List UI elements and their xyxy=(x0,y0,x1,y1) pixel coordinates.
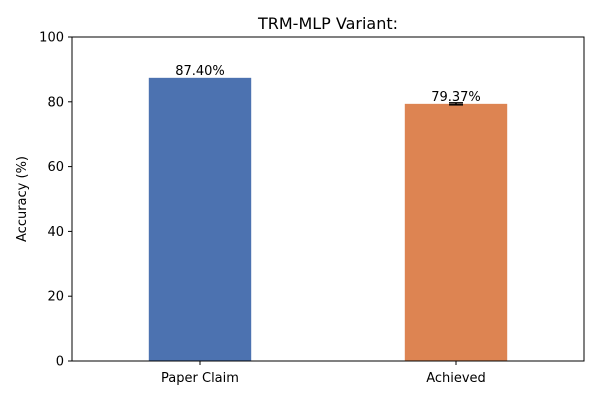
y-tick-label-60: 60 xyxy=(47,160,64,175)
bar-0 xyxy=(148,77,252,361)
y-tick-label-80: 80 xyxy=(47,95,64,110)
value-label-0: 87.40% xyxy=(175,64,225,79)
y-tick-label-0: 0 xyxy=(56,355,64,370)
x-tick-label-1: Achieved xyxy=(426,371,486,386)
value-label-1: 79.37% xyxy=(431,90,481,105)
y-tick-label-20: 20 xyxy=(47,290,64,305)
axes-frame xyxy=(71,36,585,362)
y-tick-label-40: 40 xyxy=(47,225,64,240)
plot-area: 87.40% 79.37% 0 20 40 60 80 100 Paper Claim Achie… xyxy=(39,31,585,386)
y-tick-label-100: 100 xyxy=(39,31,64,46)
chart-title: TRM-MLP Variant: xyxy=(257,14,398,33)
y-axis-label: Accuracy (%) xyxy=(15,156,30,242)
bar-1 xyxy=(404,103,508,362)
x-tick-label-0: Paper Claim xyxy=(161,371,239,386)
